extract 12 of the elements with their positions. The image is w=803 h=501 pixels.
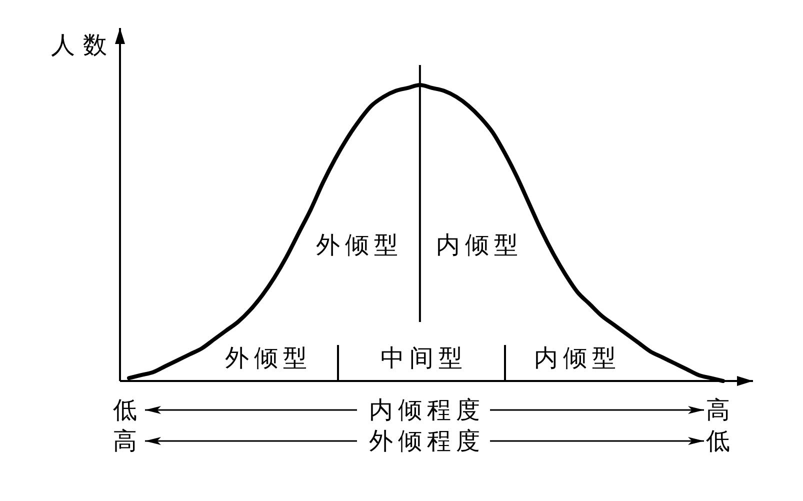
text: 高 <box>706 396 735 424</box>
text: 高 <box>113 427 142 455</box>
text: 外倾程度 <box>369 427 485 455</box>
text: 低 <box>706 427 735 455</box>
annotation: 外倾型 <box>316 231 403 259</box>
annotation: 内倾型 <box>534 344 621 372</box>
annotation: 中间型 <box>380 344 468 372</box>
text: 内倾程度 <box>369 396 485 424</box>
y-axis-title: 人数 <box>51 31 115 59</box>
annotation: 内倾型 <box>436 231 523 259</box>
text: 低 <box>113 396 142 424</box>
annotation: 外倾型 <box>225 344 312 372</box>
